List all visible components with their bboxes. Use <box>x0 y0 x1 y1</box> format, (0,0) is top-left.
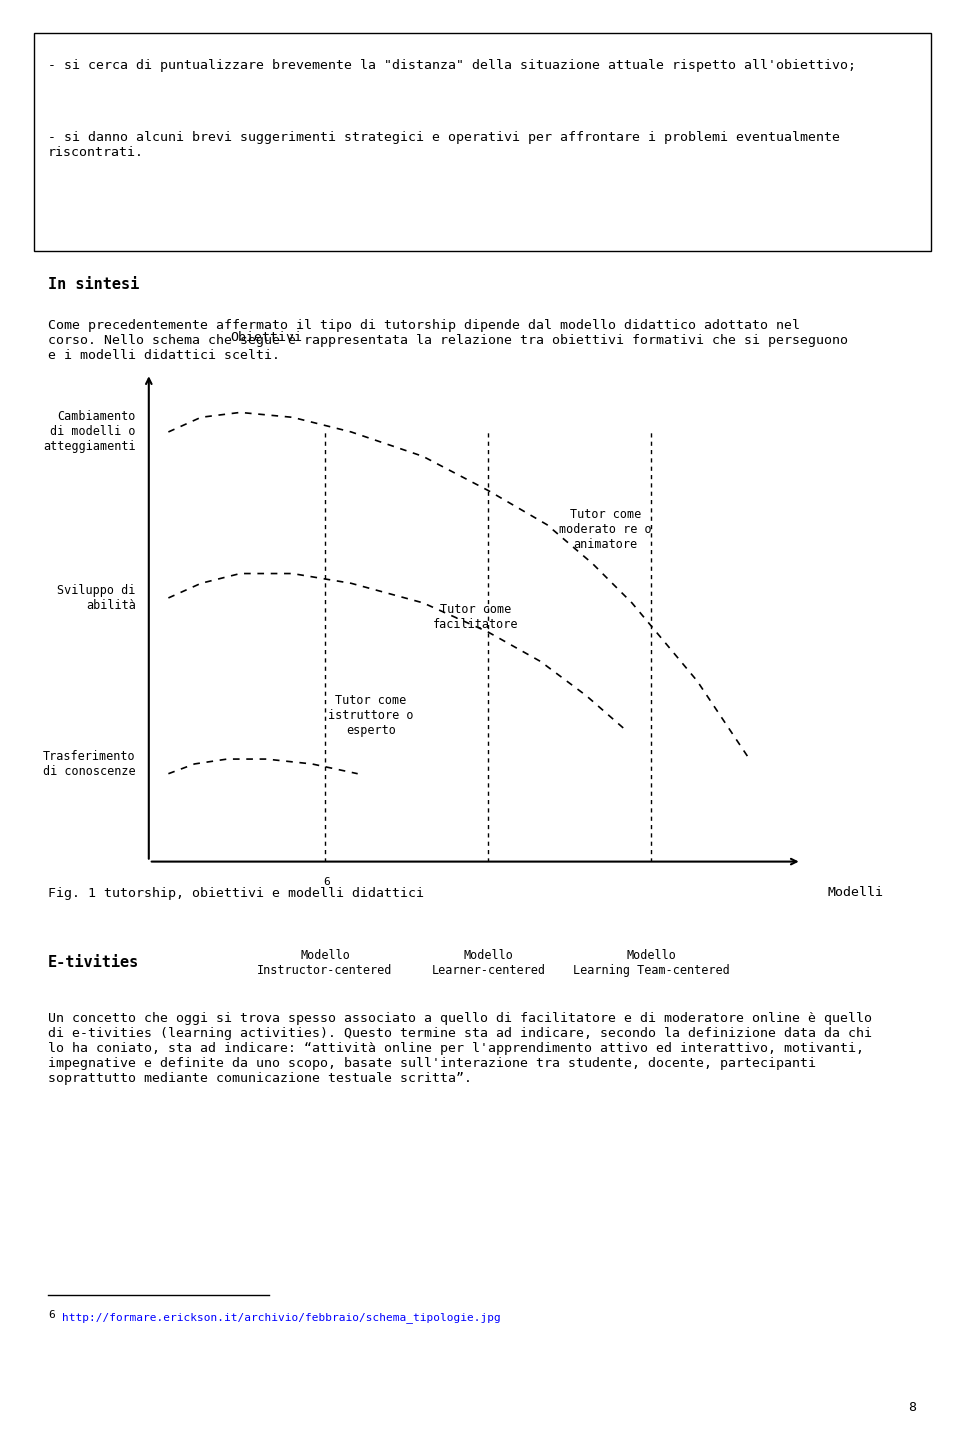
Text: Come precedentemente affermato il tipo di tutorship dipende dal modello didattic: Come precedentemente affermato il tipo d… <box>48 319 848 362</box>
Text: Modello
Learning Team-centered: Modello Learning Team-centered <box>573 949 730 978</box>
Text: Sviluppo di
abilità: Sviluppo di abilità <box>58 584 135 612</box>
Text: E-tivities: E-tivities <box>48 955 139 969</box>
Text: 8: 8 <box>908 1402 916 1414</box>
Text: Modello
Learner-centered: Modello Learner-centered <box>431 949 545 978</box>
Text: Obiettivi: Obiettivi <box>230 332 302 345</box>
Text: - si cerca di puntualizzare brevemente la "distanza" della situazione attuale ri: - si cerca di puntualizzare brevemente l… <box>48 59 856 72</box>
Text: Tutor come
moderato re o
animatore: Tutor come moderato re o animatore <box>560 508 652 551</box>
Text: 6: 6 <box>324 877 330 887</box>
Text: http://formare.erickson.it/archivio/febbraio/schema_tipologie.jpg: http://formare.erickson.it/archivio/febb… <box>62 1313 501 1324</box>
Text: Modello
Instructor-centered: Modello Instructor-centered <box>257 949 393 978</box>
FancyBboxPatch shape <box>34 33 931 251</box>
Text: Trasferimento
di conoscenze: Trasferimento di conoscenze <box>43 750 135 778</box>
Text: In sintesi: In sintesi <box>48 277 139 292</box>
Text: - si danno alcuni brevi suggerimenti strategici e operativi per affrontare i pro: - si danno alcuni brevi suggerimenti str… <box>48 131 840 158</box>
Text: Tutor come
istruttore o
esperto: Tutor come istruttore o esperto <box>328 694 414 737</box>
Text: Fig. 1 tutorship, obiettivi e modelli didattici: Fig. 1 tutorship, obiettivi e modelli di… <box>48 887 424 900</box>
Text: Tutor come
facilitatore: Tutor come facilitatore <box>432 603 518 632</box>
Text: 6: 6 <box>48 1310 55 1320</box>
Text: Modelli: Modelli <box>828 886 884 899</box>
Text: Cambiamento
di modelli o
atteggiamenti: Cambiamento di modelli o atteggiamenti <box>43 411 135 454</box>
Text: Un concetto che oggi si trova spesso associato a quello di facilitatore e di mod: Un concetto che oggi si trova spesso ass… <box>48 1012 872 1086</box>
